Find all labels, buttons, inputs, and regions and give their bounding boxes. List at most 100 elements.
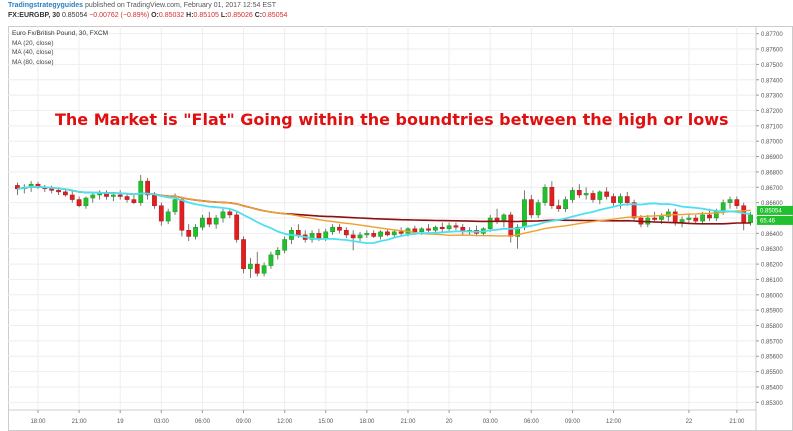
last-price: 0.85054	[61, 12, 88, 19]
candle-down	[631, 202, 637, 219]
candle-up	[364, 233, 370, 236]
candle-up	[248, 263, 253, 269]
high-value: 0.85105	[193, 12, 219, 19]
x-tick-label: 18:00	[30, 419, 46, 425]
candle-down	[672, 211, 678, 223]
x-tick-label: 21:00	[400, 419, 416, 425]
x-tick-label: 21:00	[729, 419, 745, 425]
candle-down	[693, 217, 699, 222]
candle-down	[385, 231, 390, 236]
x-tick-label: 09:00	[236, 419, 252, 425]
candle-up	[261, 265, 267, 274]
candle-up	[686, 217, 692, 220]
candle-down	[398, 231, 404, 234]
published-text: published on TradingView.com, February 0…	[85, 2, 276, 9]
candle-up	[570, 190, 575, 200]
y-tick-label: 0.85800	[761, 324, 783, 330]
published-line: Tradingstrategyguides published on Tradi…	[8, 2, 276, 9]
y-tick-label: 0.85900	[761, 309, 783, 315]
price-change: −0.00762 (−0.89%)	[89, 12, 150, 19]
header: Tradingstrategyguides published on Tradi…	[0, 0, 793, 26]
candle-down	[426, 228, 431, 231]
candle-up	[83, 197, 89, 206]
candle-down	[227, 211, 233, 216]
x-tick-label: 18:00	[359, 419, 375, 425]
candle-down	[295, 230, 301, 236]
y-tick-label: 0.87400	[761, 78, 783, 84]
chart-area[interactable]: 0.87700 0.87600 0.87500 0.87400 0.87300 0.872…	[8, 26, 793, 431]
candle-down	[69, 194, 75, 200]
y-tick-label: 0.87700	[761, 32, 783, 38]
candle-down	[76, 199, 82, 206]
price-tag-bg	[757, 215, 793, 225]
candle-up	[515, 226, 520, 237]
candle-up	[487, 217, 493, 230]
candle-up	[213, 217, 219, 225]
candle-down	[49, 188, 55, 191]
candle-down	[549, 187, 555, 206]
candle-down	[412, 228, 418, 233]
y-tick-label: 0.85300	[761, 401, 783, 407]
candle-down	[734, 199, 740, 206]
candle-down	[56, 190, 61, 193]
y-tick-label: 0.87200	[761, 109, 783, 115]
candle-down	[611, 196, 616, 203]
legend-ma80[interactable]: MA (80, close)	[12, 58, 54, 66]
y-tick-label: 0.87000	[761, 140, 783, 146]
chart-frame	[8, 26, 793, 431]
candle-down	[234, 214, 240, 240]
y-tick-label: 0.86800	[761, 170, 783, 176]
candle-up	[282, 239, 288, 251]
candle-up	[200, 217, 205, 228]
chart-legend: Euro Fx/British Pound, 30, FXCM MA (20, …	[12, 29, 108, 67]
x-tick-label: 21:00	[72, 419, 88, 425]
candle-up	[659, 216, 664, 220]
candle-up	[618, 196, 623, 203]
x-tick-label: 06:00	[195, 419, 211, 425]
y-tick-label: 0.86400	[761, 232, 783, 238]
candle-down	[652, 217, 658, 220]
x-tick-label: 12:00	[277, 419, 293, 425]
candle-up	[748, 214, 753, 223]
candle-down	[439, 226, 445, 230]
y-tick-label: 0.85700	[761, 339, 783, 345]
price-tag-label: 65.46	[760, 218, 776, 224]
candle-up	[433, 226, 438, 231]
candle-up	[323, 231, 329, 239]
candle-down	[158, 205, 164, 222]
high-label: H:	[186, 12, 194, 19]
candle-down	[707, 214, 712, 219]
candle-down	[145, 180, 150, 196]
candle-up	[391, 231, 397, 236]
candle-up	[378, 231, 383, 237]
candle-down	[453, 225, 459, 228]
candle-down	[350, 234, 356, 239]
y-tick-label: 0.85600	[761, 355, 783, 361]
candle-up	[542, 187, 548, 203]
low-value: 0.85026	[227, 12, 253, 19]
candle-up	[522, 199, 527, 228]
candle-up	[110, 194, 116, 197]
y-tick-label: 0.87600	[761, 48, 783, 54]
candle-down	[316, 233, 322, 239]
candle-up	[268, 254, 274, 266]
candle-down	[556, 205, 562, 210]
x-tick-label: 20	[446, 419, 453, 425]
candle-up	[446, 225, 452, 230]
y-tick-label: 0.86200	[761, 263, 783, 269]
legend-ma20[interactable]: MA (20, close)	[12, 39, 54, 47]
author-link[interactable]: Tradingstrategyguides	[8, 2, 84, 9]
price-tag-label: 0.85054	[760, 208, 782, 214]
price-chart[interactable]: 0.87700 0.87600 0.87500 0.87400 0.87300 0.872…	[8, 26, 793, 431]
candle-up	[90, 194, 96, 199]
candle-down	[152, 194, 157, 206]
close-value: 0.85054	[262, 12, 288, 19]
candle-down	[576, 190, 582, 196]
candle-down	[343, 230, 349, 236]
legend-ma40[interactable]: MA (40, close)	[12, 49, 54, 56]
x-tick-label: 19	[117, 419, 124, 425]
candle-down	[117, 194, 123, 197]
candle-up	[535, 202, 541, 216]
candle-up	[597, 191, 603, 200]
candle-down	[254, 263, 260, 274]
